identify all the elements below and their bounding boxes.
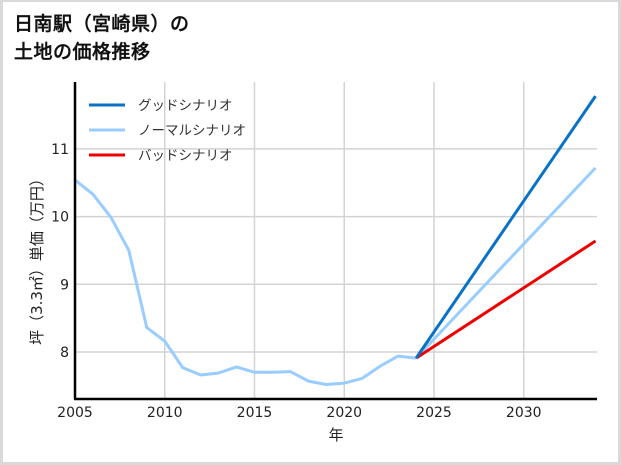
axes (73, 82, 597, 401)
series-line (415, 166, 597, 360)
y-tick-label: 11 (51, 142, 69, 158)
series-line (415, 239, 597, 360)
series-line (75, 178, 417, 386)
gridlines (75, 82, 597, 399)
y-tick-label: 9 (60, 277, 69, 293)
x-tick-label: 2025 (416, 405, 452, 421)
y-tick-label: 8 (60, 345, 69, 361)
data-lines (75, 95, 597, 386)
chart-title: 日南駅（宮崎県）の 土地の価格推移 (14, 13, 190, 63)
x-tick-label: 2005 (57, 405, 93, 421)
legend-label: グッドシナリオ (138, 98, 233, 114)
y-tick-label: 10 (51, 210, 69, 226)
legend-label: バッドシナリオ (138, 148, 233, 164)
x-tick-label: 2010 (147, 405, 183, 421)
series-line (414, 95, 597, 359)
x-tick-label: 2015 (237, 405, 273, 421)
x-tick-label: 2020 (326, 405, 362, 421)
tick-labels: 2005 2010 2015 2020 2025 2030 8 9 10 11 (51, 142, 541, 421)
x-axis-label: 年 (328, 426, 343, 444)
x-tick-label: 2030 (506, 405, 542, 421)
y-axis-label: 坪（3.3㎡）単価（万円） (28, 171, 46, 345)
legend-label: ノーマルシナリオ (138, 123, 246, 139)
